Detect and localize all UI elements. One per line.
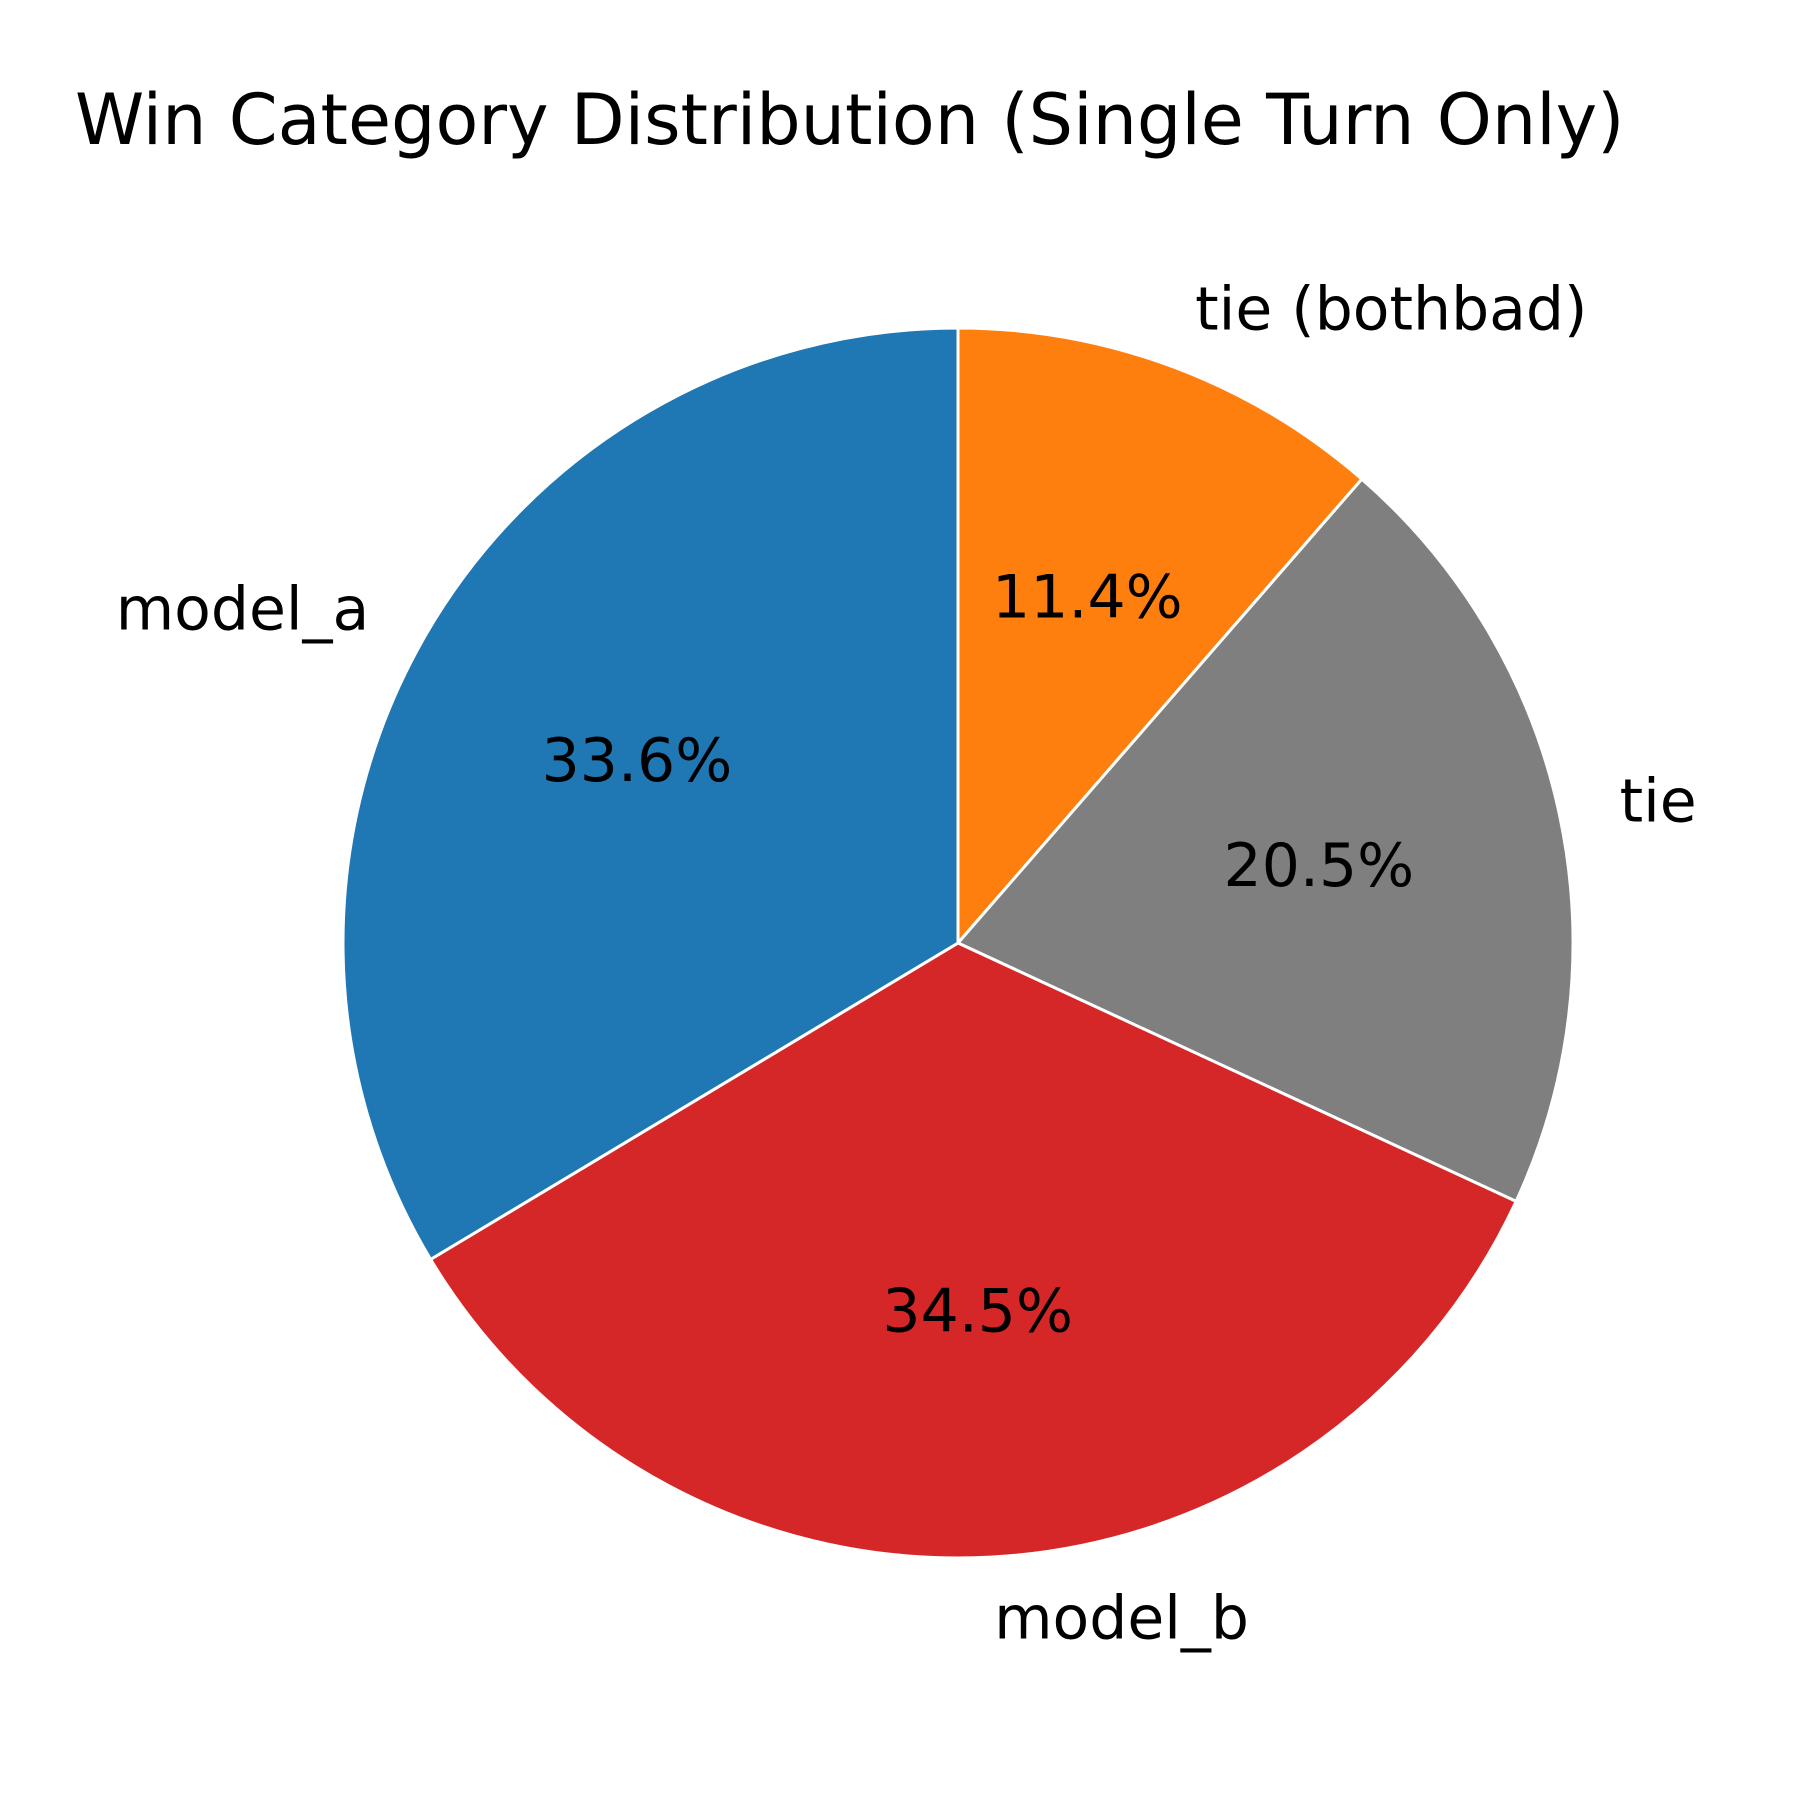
pie-slice-category-label: model_a [116, 575, 370, 645]
pie-slice-percent-label: 20.5% [1224, 831, 1415, 901]
pie-slice-model-a [341, 326, 960, 1261]
pie-slice-tie-bothbad [956, 326, 1364, 945]
pie-slice-category-label: tie (bothbad) [1195, 274, 1587, 344]
pie-slice-percent-label: 33.6% [542, 726, 733, 796]
pie-slices [341, 326, 1575, 1560]
pie-slice-percent-label: 34.5% [882, 1276, 1073, 1346]
pie-labels: 11.4% tie (bothbad) 20.5% tie 34.5% model_b 33… [116, 274, 1697, 1653]
pie-slice-category-label: tie [1620, 767, 1697, 837]
pie-slice-percent-label: 11.4% [992, 562, 1183, 632]
pie-slice-tie [956, 477, 1575, 1203]
chart-title: Win Category Distribution (Single Turn O… [75, 79, 1624, 161]
pie-slice-category-label: model_b [994, 1584, 1249, 1654]
